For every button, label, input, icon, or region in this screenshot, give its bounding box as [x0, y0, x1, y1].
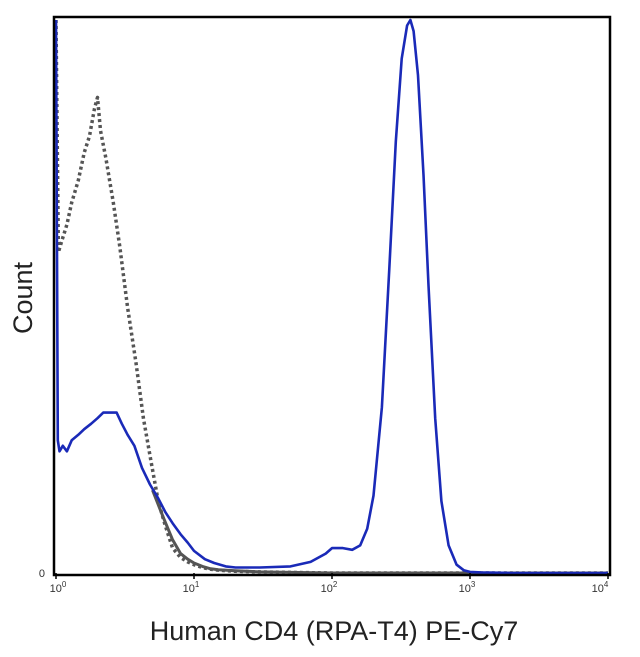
- plot-frame: [52, 15, 612, 577]
- x-tick-label: 103: [459, 580, 476, 595]
- series-layer: [54, 18, 608, 575]
- x-tick-label: 102: [321, 580, 338, 595]
- x-tick-label: 104: [592, 580, 609, 595]
- y-axis-title: Count: [8, 261, 38, 334]
- series-line-2: [151, 489, 608, 575]
- series-line-3: [54, 18, 608, 575]
- ticks-layer: 100 101 102 103 104 0: [39, 568, 609, 595]
- y-tick-label: 0: [39, 568, 45, 580]
- series-line-1: [54, 19, 608, 575]
- x-tick-label: 101: [183, 580, 200, 595]
- x-axis-title: Human CD4 (RPA-T4) PE-Cy7: [150, 616, 519, 646]
- x-tick-label: 100: [50, 580, 67, 595]
